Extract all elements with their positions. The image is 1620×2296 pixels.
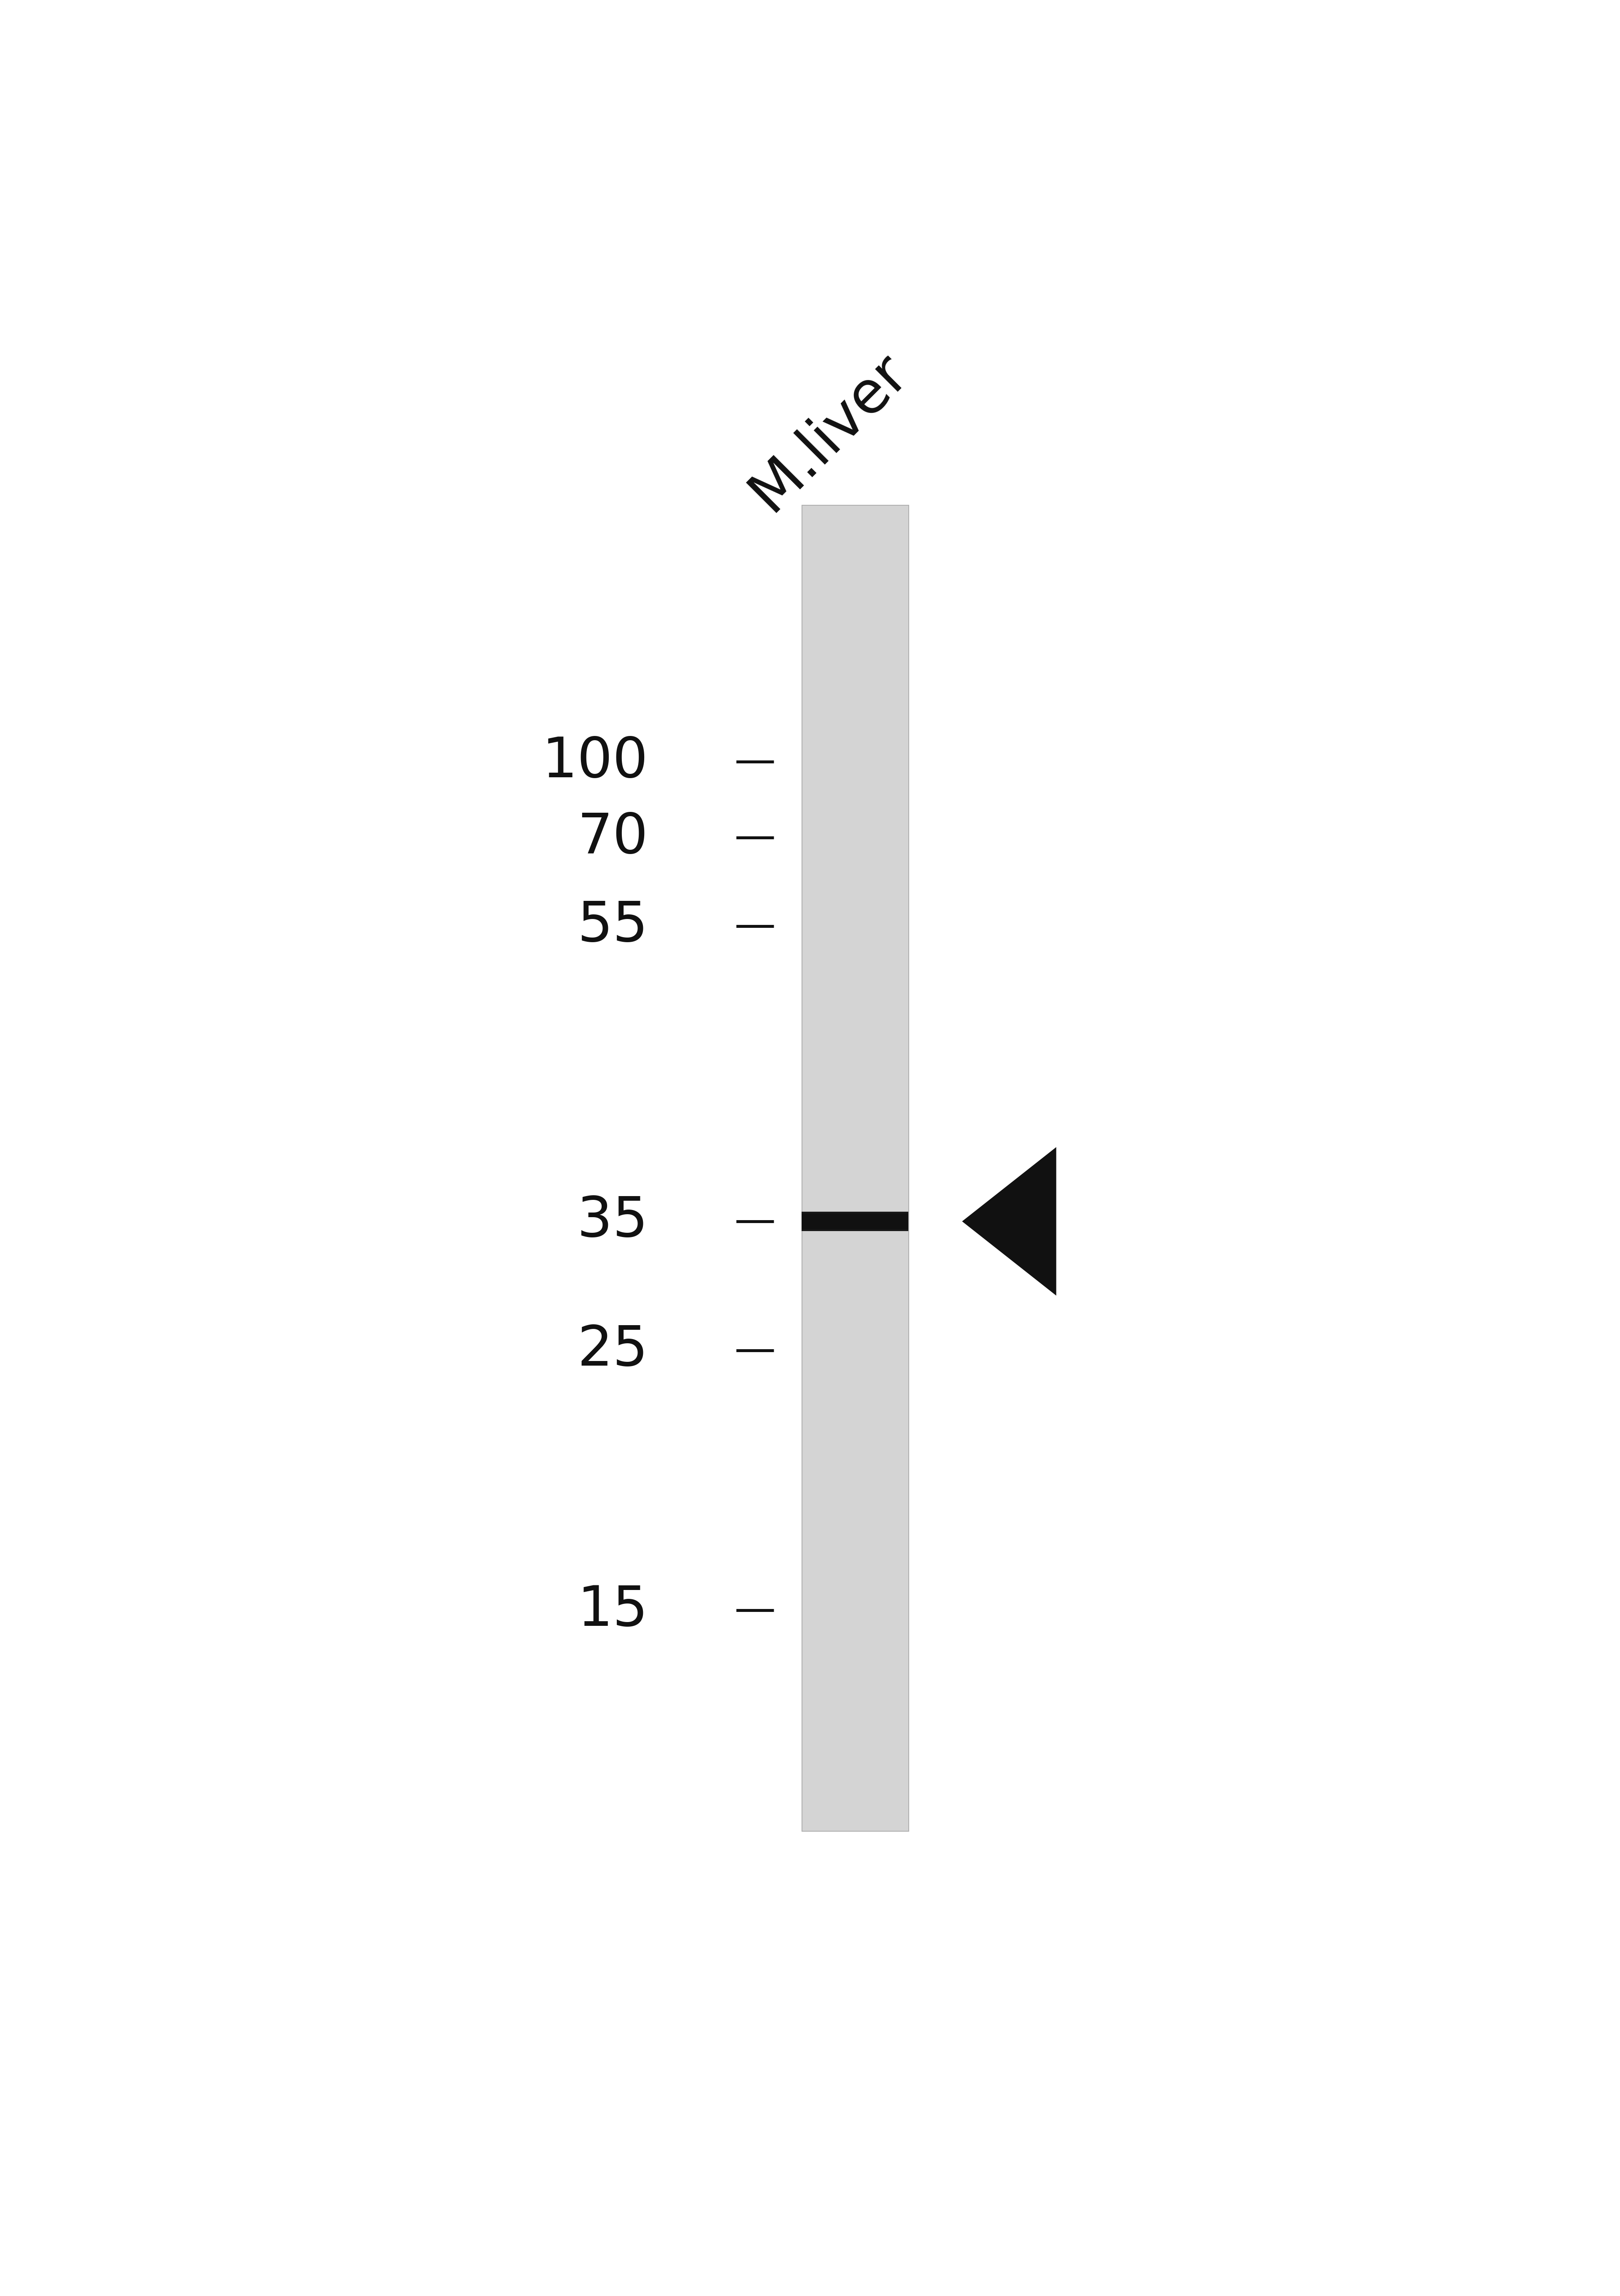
- Text: 70: 70: [577, 810, 648, 866]
- Bar: [802, 1212, 909, 1231]
- Bar: [802, 1215, 909, 1228]
- Bar: [802, 1215, 909, 1228]
- Bar: [802, 1217, 909, 1226]
- Bar: [802, 1215, 909, 1228]
- Text: 35: 35: [577, 1194, 648, 1249]
- Bar: [802, 505, 909, 1832]
- Bar: [802, 1215, 909, 1228]
- Polygon shape: [962, 1148, 1056, 1295]
- Bar: [802, 1215, 909, 1228]
- Text: 15: 15: [577, 1584, 648, 1637]
- Text: 25: 25: [577, 1322, 648, 1378]
- Bar: [802, 505, 909, 1832]
- Text: 55: 55: [577, 900, 648, 953]
- Bar: [802, 1217, 909, 1226]
- Text: M.liver: M.liver: [739, 342, 919, 521]
- Bar: [802, 1212, 909, 1231]
- Text: 100: 100: [543, 735, 648, 788]
